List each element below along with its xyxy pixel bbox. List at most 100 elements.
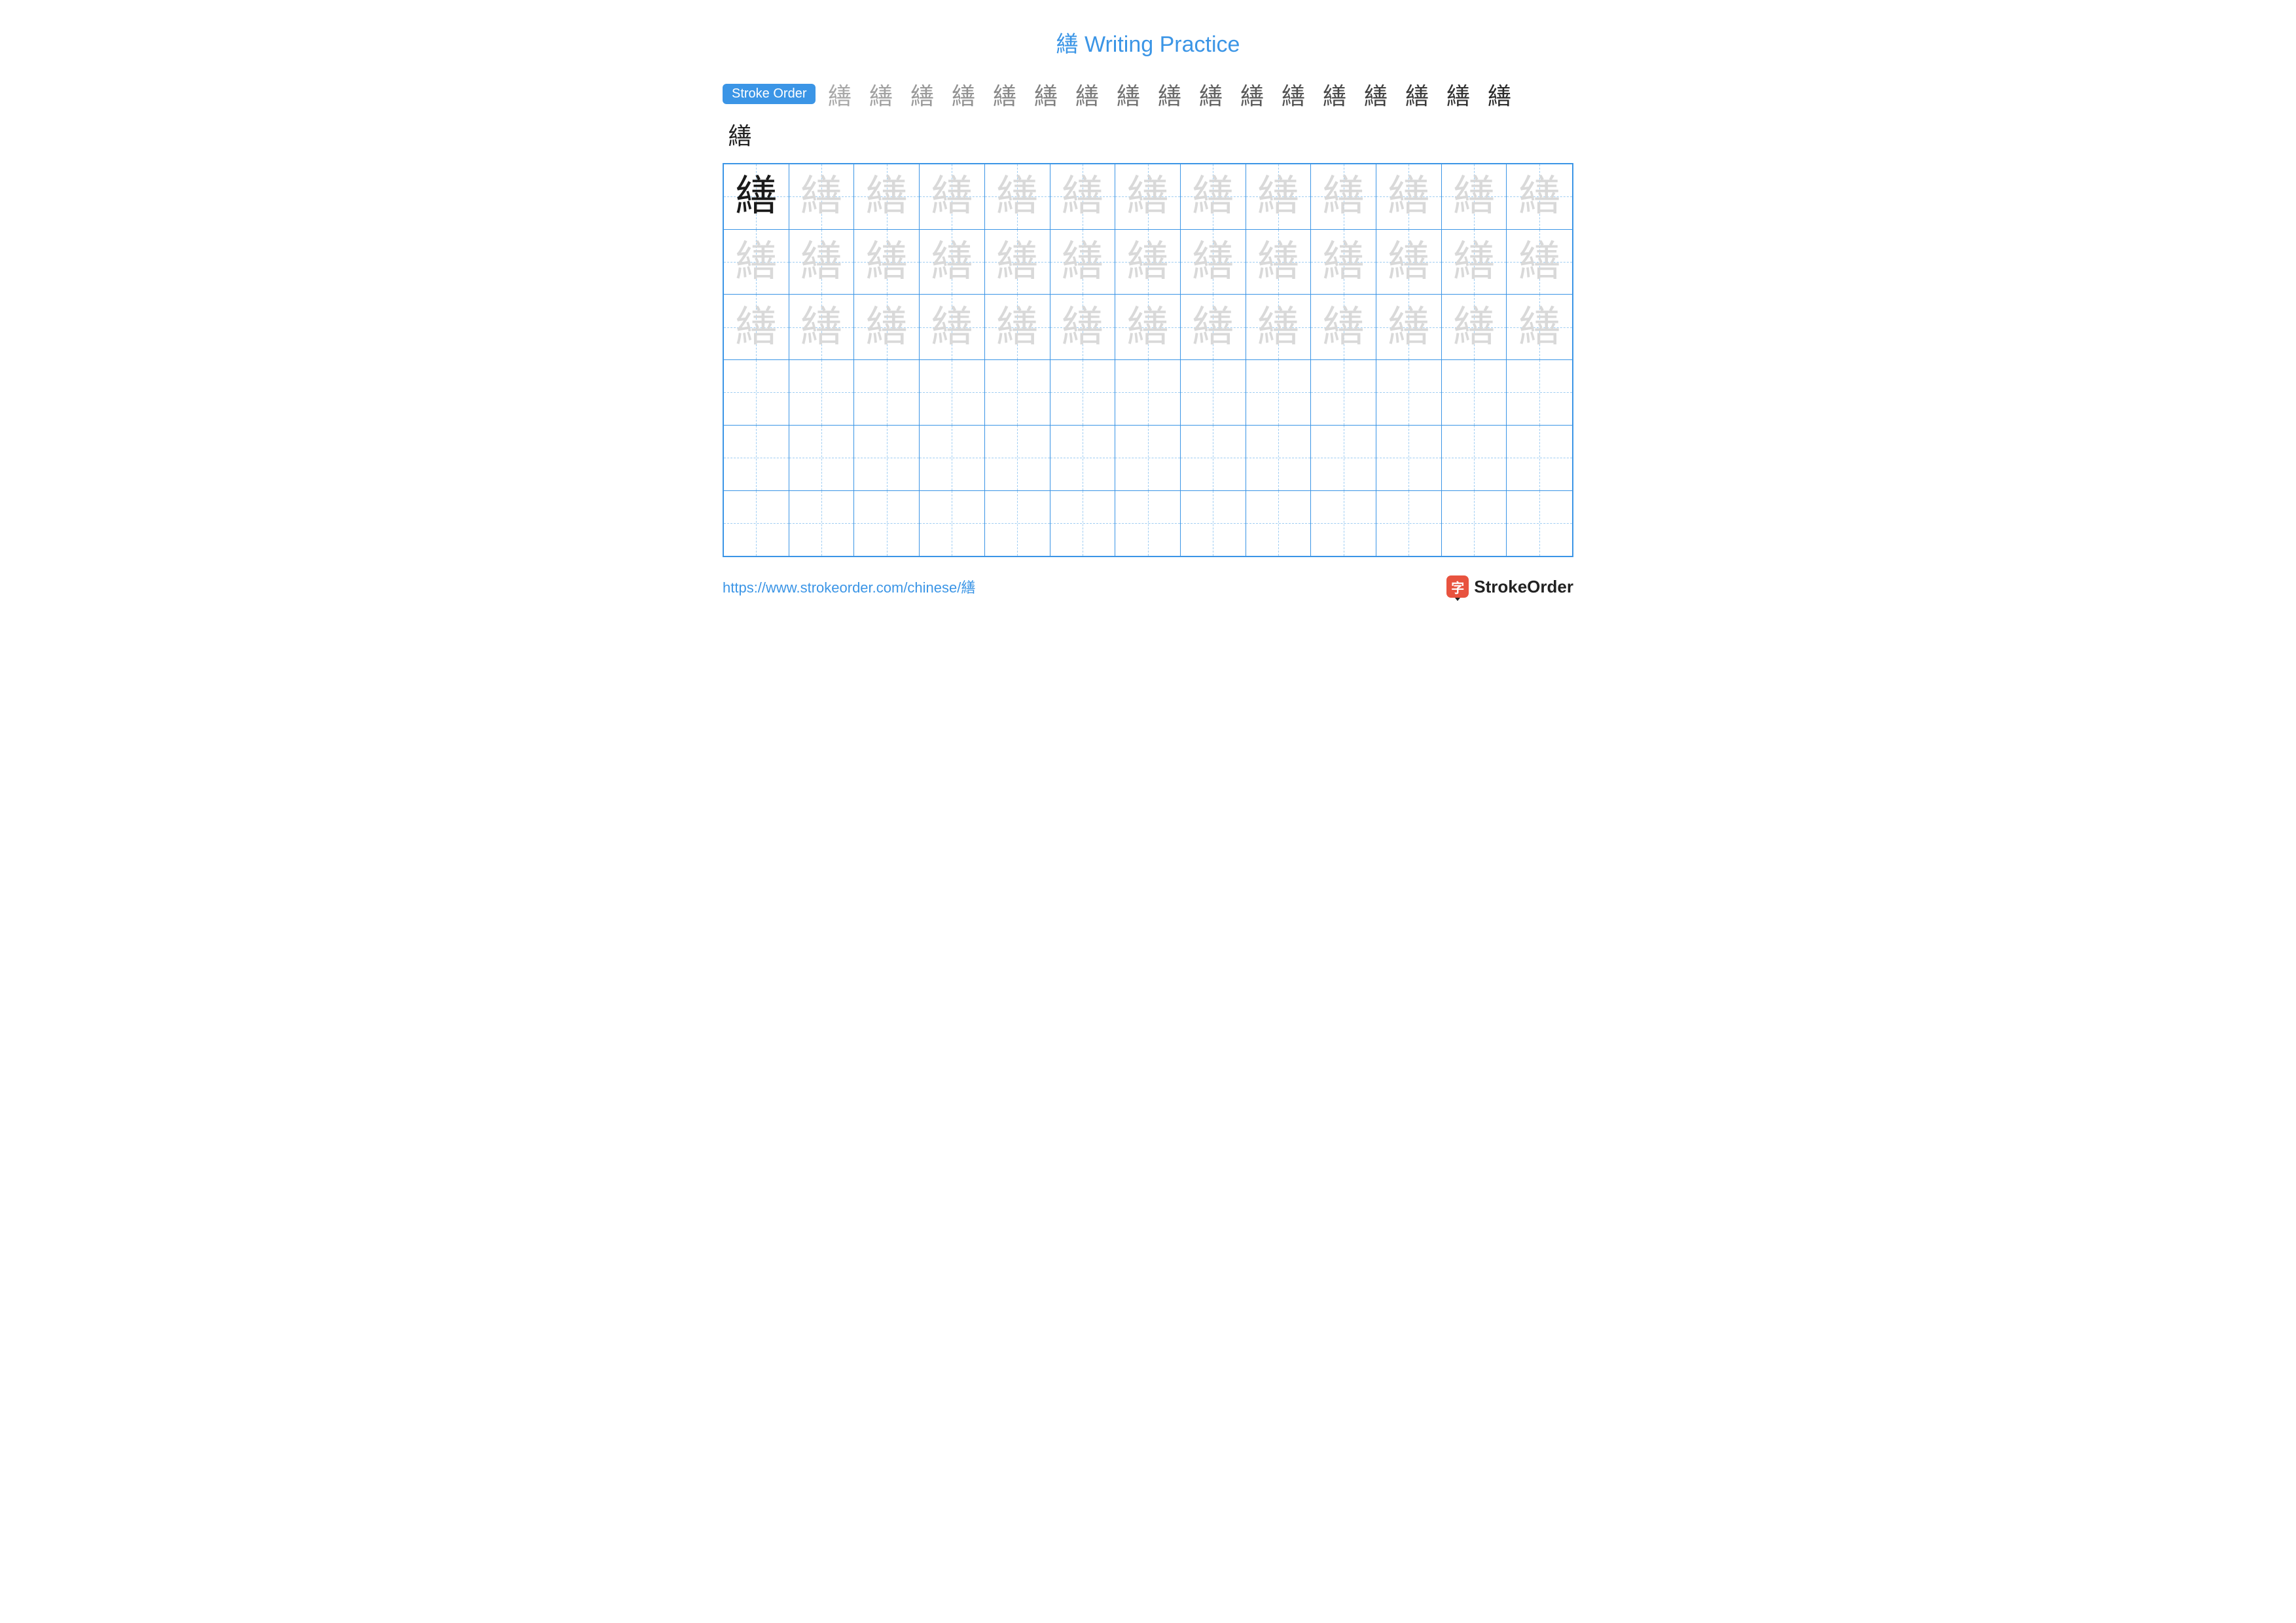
model-character: 繕: [1050, 164, 1115, 229]
model-character: 繕: [724, 295, 789, 359]
grid-cell: [724, 426, 789, 491]
model-character: 繕: [854, 295, 919, 359]
stroke-step: 繕: [723, 117, 757, 151]
grid-cell: 繕: [1050, 164, 1116, 230]
practice-grid: 繕繕繕繕繕繕繕繕繕繕繕繕繕繕繕繕繕繕繕繕繕繕繕繕繕繕繕繕繕繕繕繕繕繕繕繕繕繕繕: [723, 163, 1573, 557]
grid-cell: 繕: [1311, 164, 1376, 230]
grid-cell: 繕: [1376, 164, 1442, 230]
stroke-step: 繕: [1069, 77, 1104, 111]
model-character: 繕: [1246, 230, 1311, 295]
grid-cell: 繕: [985, 295, 1050, 360]
model-character: 繕: [1376, 295, 1441, 359]
stroke-step: 繕: [905, 77, 939, 111]
stroke-step: 繕: [1111, 77, 1145, 111]
model-character: 繕: [1376, 230, 1441, 295]
model-character: 繕: [920, 230, 984, 295]
grid-cell: [1442, 426, 1507, 491]
model-character: 繕: [920, 164, 984, 229]
grid-cell: [1181, 360, 1246, 426]
model-character: 繕: [1442, 295, 1507, 359]
stroke-order-row: Stroke Order 繕繕繕繕繕繕繕繕繕繕繕繕繕繕繕繕繕: [723, 77, 1573, 111]
model-character: 繕: [1115, 230, 1180, 295]
grid-cell: 繕: [1442, 295, 1507, 360]
model-character: 繕: [1181, 295, 1246, 359]
brand-name: StrokeOrder: [1474, 577, 1573, 597]
stroke-step: 繕: [1028, 77, 1063, 111]
grid-cell: [1115, 491, 1181, 556]
stroke-step: 繕: [863, 77, 898, 111]
stroke-step: 繕: [946, 77, 980, 111]
grid-cell: 繕: [854, 230, 920, 295]
model-character: 繕: [985, 164, 1050, 229]
grid-cell: [724, 360, 789, 426]
grid-cell: [1246, 426, 1312, 491]
grid-cell: 繕: [789, 295, 855, 360]
stroke-step: 繕: [822, 77, 857, 111]
grid-cell: 繕: [920, 164, 985, 230]
grid-cell: [1507, 426, 1572, 491]
grid-cell: 繕: [1181, 295, 1246, 360]
grid-cell: [1246, 360, 1312, 426]
page-title: 繕 Writing Practice: [723, 26, 1573, 58]
grid-cell: 繕: [985, 164, 1050, 230]
stroke-step: 繕: [1358, 77, 1393, 111]
grid-cell: 繕: [1507, 295, 1572, 360]
model-character: 繕: [1050, 230, 1115, 295]
stroke-step: 繕: [1193, 77, 1228, 111]
grid-cell: 繕: [1115, 164, 1181, 230]
model-character: 繕: [1442, 164, 1507, 229]
grid-cell: 繕: [724, 164, 789, 230]
grid-cell: 繕: [1181, 230, 1246, 295]
logo-icon: 字: [1446, 575, 1469, 598]
grid-cell: [985, 426, 1050, 491]
model-character: 繕: [1376, 164, 1441, 229]
grid-cell: [920, 360, 985, 426]
stroke-step: 繕: [1441, 77, 1475, 111]
grid-cell: [1311, 360, 1376, 426]
model-character: 繕: [789, 295, 854, 359]
grid-cell: 繕: [920, 295, 985, 360]
model-character: 繕: [1115, 164, 1180, 229]
model-character: 繕: [1442, 230, 1507, 295]
grid-cell: 繕: [1115, 295, 1181, 360]
grid-cell: [854, 426, 920, 491]
model-character: 繕: [1246, 295, 1311, 359]
model-character: 繕: [789, 164, 854, 229]
grid-cell: [1181, 426, 1246, 491]
grid-cell: [1442, 491, 1507, 556]
stroke-step: 繕: [1399, 77, 1434, 111]
grid-cell: [854, 491, 920, 556]
model-character: 繕: [985, 230, 1050, 295]
grid-cell: 繕: [1442, 230, 1507, 295]
grid-cell: 繕: [1050, 295, 1116, 360]
model-character: 繕: [1507, 164, 1572, 229]
grid-cell: [1050, 426, 1116, 491]
grid-cell: 繕: [724, 230, 789, 295]
model-character: 繕: [985, 295, 1050, 359]
grid-cell: [1246, 491, 1312, 556]
model-character: 繕: [1311, 230, 1376, 295]
model-character: 繕: [724, 230, 789, 295]
grid-cell: [1507, 360, 1572, 426]
grid-cell: 繕: [1376, 230, 1442, 295]
stroke-steps-overflow: 繕: [723, 117, 757, 151]
grid-cell: [1442, 360, 1507, 426]
grid-cell: [1376, 360, 1442, 426]
model-character: 繕: [920, 295, 984, 359]
model-character: 繕: [1181, 164, 1246, 229]
model-character: 繕: [1311, 164, 1376, 229]
model-character: 繕: [1311, 295, 1376, 359]
footer: https://www.strokeorder.com/chinese/繕 字 …: [723, 575, 1573, 598]
stroke-order-label: Stroke Order: [723, 84, 816, 104]
stroke-steps: 繕繕繕繕繕繕繕繕繕繕繕繕繕繕繕繕繕: [822, 77, 1516, 111]
source-url[interactable]: https://www.strokeorder.com/chinese/繕: [723, 576, 975, 597]
stroke-step: 繕: [1482, 77, 1516, 111]
grid-cell: 繕: [1442, 164, 1507, 230]
grid-cell: 繕: [985, 230, 1050, 295]
grid-cell: 繕: [789, 230, 855, 295]
model-character: 繕: [1507, 230, 1572, 295]
model-character: 繕: [1181, 230, 1246, 295]
grid-cell: [1507, 491, 1572, 556]
grid-cell: [1376, 491, 1442, 556]
model-character: 繕: [1507, 295, 1572, 359]
